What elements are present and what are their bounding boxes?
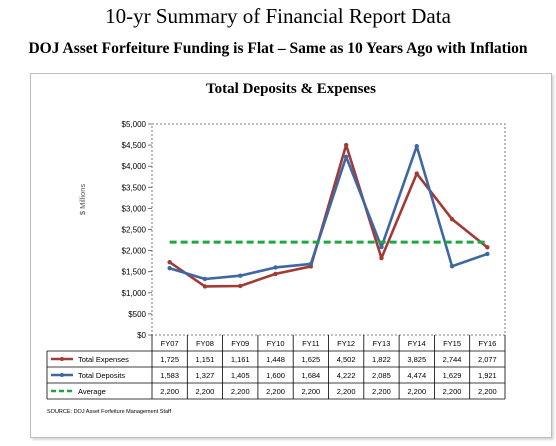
x-tick-label: FY13 <box>372 339 390 348</box>
data-point-deposits <box>273 265 278 270</box>
table-cell-value: 2,077 <box>478 355 497 364</box>
table-cell-value: 2,200 <box>160 387 179 396</box>
series-line-expenses <box>168 143 489 288</box>
x-tick-label: FY09 <box>231 339 249 348</box>
y-axis-label: $ Millions <box>78 184 87 216</box>
y-tick-label: $4,500 <box>122 141 147 150</box>
table-cell-value: 2,200 <box>443 387 462 396</box>
table-cell-value: 2,744 <box>443 355 462 364</box>
table-cell-value: 1,405 <box>231 371 250 380</box>
page-title: 10-yr Summary of Financial Report Data <box>105 4 451 28</box>
table-cell-value: 2,200 <box>266 387 285 396</box>
chart-title: Total Deposits & Expenses <box>206 81 376 97</box>
table-cell-value: 1,327 <box>196 371 215 380</box>
data-point-expenses <box>202 284 208 289</box>
table-cell-value: 2,200 <box>301 387 320 396</box>
chart-panel: Total Deposits & Expenses $0 $500 $1,000 $1… <box>30 73 552 438</box>
legend-label-deposits: Total Deposits <box>78 371 125 380</box>
table-cell-value: 2,085 <box>372 371 391 380</box>
data-point-deposits <box>238 273 243 278</box>
table-cell-value: 4,474 <box>407 371 426 380</box>
y-tick-label: $2,500 <box>122 226 147 235</box>
y-tick-label: $3,000 <box>122 204 147 213</box>
x-tick-label: FY15 <box>443 339 461 348</box>
data-point-deposits <box>202 276 208 282</box>
y-tick-label: $500 <box>128 310 146 319</box>
x-tick-label: FY08 <box>196 339 214 348</box>
y-tick-label: $4,000 <box>122 162 147 171</box>
table-cell-value: 1,625 <box>301 355 320 364</box>
table-cell-value: 1,151 <box>196 355 215 364</box>
x-tick-label: FY16 <box>478 339 496 348</box>
y-tick-label: $2,000 <box>122 247 147 256</box>
y-tick-label: $3,500 <box>122 183 147 192</box>
table-cell-value: 2,200 <box>337 387 356 396</box>
x-tick-label: FY10 <box>267 339 285 348</box>
y-tick-label: $1,500 <box>122 268 147 277</box>
data-point-expenses <box>414 171 419 176</box>
data-point-deposits <box>485 251 490 257</box>
plot-area-border <box>151 123 506 336</box>
x-tick-label: FY07 <box>161 339 179 348</box>
table-cell-value: 4,222 <box>337 371 356 380</box>
table-cell-value: 1,448 <box>266 355 285 364</box>
data-point-deposits <box>308 261 314 267</box>
y-tick-label: $0 <box>137 331 146 340</box>
data-point-deposits <box>379 244 384 250</box>
data-point-deposits <box>167 265 172 271</box>
legend-label-expenses: Total Expenses <box>78 355 129 364</box>
legend-marker-deposits <box>60 373 64 377</box>
data-point-deposits <box>449 264 455 269</box>
source-note: SOURCE: DOJ Asset Forfeiture Management … <box>47 409 172 415</box>
table-cell-value: 3,825 <box>407 355 426 364</box>
table-cell-value: 1,684 <box>301 371 320 380</box>
data-point-expenses <box>273 271 278 277</box>
data-point-deposits <box>343 154 349 160</box>
table-cell-value: 1,822 <box>372 355 391 364</box>
data-point-expenses <box>485 245 490 250</box>
table-cell-value: 1,583 <box>160 371 179 380</box>
data-point-expenses <box>379 255 384 261</box>
x-tick-label: FY12 <box>337 339 355 348</box>
page-subtitle: DOJ Asset Forfeiture Funding is Flat – S… <box>28 40 528 57</box>
x-tick-label: FY14 <box>408 339 426 348</box>
series-line-deposits <box>169 144 488 281</box>
legend-label-average: Average <box>78 387 106 396</box>
table-cell-value: 1,921 <box>478 371 497 380</box>
table-cell-value: 2,200 <box>196 387 215 396</box>
y-tick-label: $1,000 <box>122 289 147 298</box>
x-tick-label: FY11 <box>302 339 319 348</box>
data-point-expenses <box>449 217 455 222</box>
y-tick-label: $5,000 <box>122 120 147 129</box>
data-point-deposits <box>414 143 419 149</box>
table-cell-value: 1,600 <box>266 371 285 380</box>
table-cell-value: 2,200 <box>231 387 250 396</box>
table-cell-value: 2,200 <box>407 387 426 396</box>
data-point-expenses <box>238 283 243 289</box>
table-cell-value: 1,161 <box>231 355 250 364</box>
table-cell-value: 2,200 <box>478 387 497 396</box>
data-point-expenses <box>343 142 349 148</box>
legend-marker-expenses <box>60 357 64 361</box>
data-point-expenses <box>167 260 172 265</box>
table-cell-value: 1,725 <box>160 355 179 364</box>
table-cell-value: 1,629 <box>443 371 462 380</box>
table-cell-value: 4,502 <box>337 355 356 364</box>
line-chart: $0 $500 $1,000 $1,500 $2,000 $2,500 $3,000 $3,5… <box>46 120 506 400</box>
table-cell-value: 2,200 <box>372 387 391 396</box>
